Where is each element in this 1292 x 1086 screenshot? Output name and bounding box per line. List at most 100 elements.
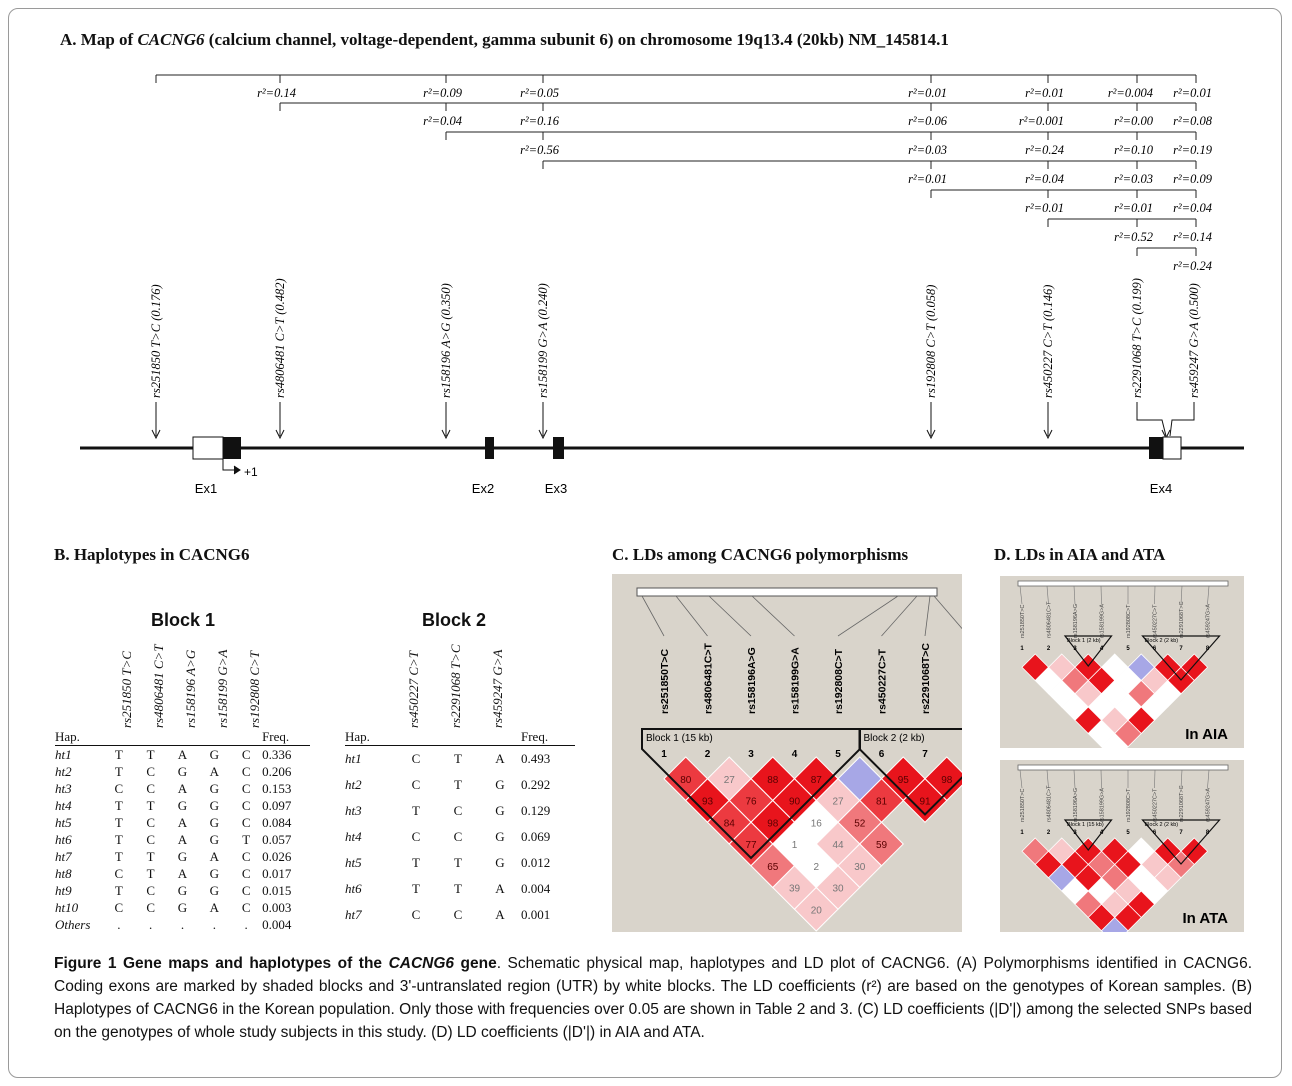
snp-connector xyxy=(1046,769,1049,789)
ld-value: 27 xyxy=(832,797,844,808)
ld-value: 59 xyxy=(876,840,888,851)
snp-position-bar xyxy=(636,587,938,597)
snp-arrowhead xyxy=(151,429,161,440)
ld-value: 16 xyxy=(811,818,823,829)
snp-index: 3 xyxy=(1073,646,1077,652)
exon2-coding xyxy=(485,437,494,459)
r2-value: r²=0.01 xyxy=(1025,86,1064,100)
snp-column-header: rs4806481 C>T xyxy=(151,644,166,728)
block2-label: Block 2 (2 kb) xyxy=(1145,822,1179,828)
r2-value: r²=0.24 xyxy=(1173,259,1212,273)
table-row: Others..... 0.004 xyxy=(55,917,292,932)
ld-value: 30 xyxy=(832,884,844,895)
ld-value: 84 xyxy=(724,818,736,829)
snp-connector xyxy=(708,595,752,637)
table-row: ht5 T C A G C 0.084 xyxy=(55,815,292,830)
snp-column-header: rs450227 C>T xyxy=(406,650,421,728)
snp-index: 6 xyxy=(879,749,885,760)
hap-header: Hap. xyxy=(345,728,395,746)
snp-column-header: rs2291068 T>C xyxy=(448,644,463,728)
exon1-coding xyxy=(223,437,241,459)
block2-label: Block 2 (2 kb) xyxy=(864,733,925,744)
ld-value: 98 xyxy=(941,775,953,786)
table-row: ht1 C T A 0.493 xyxy=(345,751,551,766)
snp-connector xyxy=(1207,769,1210,789)
r2-value: r²=0.00 xyxy=(1114,114,1154,128)
r2-value: r²=0.004 xyxy=(1108,86,1153,100)
r2-value: r²=0.04 xyxy=(1173,201,1212,215)
snp-label: rs4806481C>T xyxy=(1047,785,1053,822)
snp-arrowhead xyxy=(441,429,451,440)
block1-outline xyxy=(641,728,861,860)
table-row: ht10 C C G A C 0.003 xyxy=(55,900,292,915)
r2-value: r²=0.06 xyxy=(908,114,948,128)
snp-label: rs2291068T>C xyxy=(1179,601,1185,638)
snp-label: rs450227C>T xyxy=(877,648,889,714)
snp-index: 6 xyxy=(1153,830,1157,836)
snp-label: rs158199G>A xyxy=(790,647,802,714)
table-row: ht1 T T A G C 0.336 xyxy=(55,747,292,762)
block1-label: Block 1 (15 kb) xyxy=(1067,822,1104,828)
snp-connector xyxy=(1180,769,1183,789)
exon1-utr xyxy=(192,436,224,460)
r2-value: r²=0.03 xyxy=(908,143,947,157)
snp-label: rs158199 G>A (0.240) xyxy=(536,283,550,398)
snp-label: rs251850T>C xyxy=(659,648,671,714)
snp-label: rs158196A>G xyxy=(1073,604,1079,638)
exon-label: Ex3 xyxy=(545,481,567,496)
snp-index: 4 xyxy=(792,749,798,760)
r2-value: r²=0.01 xyxy=(908,172,947,186)
snp-column-header: rs459247 G>A xyxy=(490,649,505,728)
tss-label: +1 xyxy=(244,465,258,479)
ld-value: 90 xyxy=(789,797,801,808)
block1-title: Block 1 xyxy=(151,610,216,630)
panel-d-title: D. LDs in AIA and ATA xyxy=(994,545,1166,564)
snp-index: 6 xyxy=(1153,646,1157,652)
ld-value: 93 xyxy=(702,797,714,808)
r2-value: r²=0.14 xyxy=(1173,230,1212,244)
snp-label: rs4806481C>T xyxy=(703,642,715,714)
block2-outline xyxy=(1141,635,1221,681)
block1-outline xyxy=(1063,819,1113,851)
snp-connector xyxy=(1073,585,1076,605)
snp-index: 5 xyxy=(835,749,841,760)
ld-value: 27 xyxy=(724,775,736,786)
table-row: ht6 T T A 0.004 xyxy=(345,881,551,896)
ld-value: 2 xyxy=(813,862,819,873)
block2-title: Block 2 xyxy=(422,610,487,630)
snp-index: 1 xyxy=(1020,646,1024,652)
r2-value: r²=0.01 xyxy=(1025,201,1064,215)
snp-connector xyxy=(641,595,665,637)
snp-index: 7 xyxy=(1179,646,1183,652)
snp-connector xyxy=(1154,769,1156,789)
snp-label: rs158196A>G xyxy=(746,647,758,714)
snp-label: rs2291068T>C xyxy=(1179,785,1185,822)
snp-label: rs251850 T>C (0.176) xyxy=(149,284,163,398)
snp-label: rs450227 C>T (0.146) xyxy=(1041,285,1055,398)
block1-label: Block 1 (15 kb) xyxy=(646,733,713,744)
exon-label: Ex4 xyxy=(1150,481,1172,496)
snp-label: rs459247G>A xyxy=(1206,604,1212,638)
r2-value: r²=0.05 xyxy=(520,86,559,100)
snp-connector xyxy=(1180,585,1183,605)
table-row: ht2 T C G A C 0.206 xyxy=(55,764,292,779)
r2-value: r²=0.09 xyxy=(423,86,463,100)
snp-index: 5 xyxy=(1126,646,1130,652)
snp-column-header: rs192808 C>T xyxy=(247,650,262,728)
snp-label: rs450227C>T xyxy=(1153,788,1159,822)
snp-label: rs158196 A>G (0.350) xyxy=(439,283,453,398)
r2-value: r²=0.01 xyxy=(908,86,947,100)
ld-value: 20 xyxy=(811,905,823,916)
table-row: ht4 T T G G C 0.097 xyxy=(55,798,292,813)
snp-label: rs192808 C>T (0.058) xyxy=(924,285,938,398)
r2-value: r²=0.001 xyxy=(1019,114,1064,128)
exon-label: Ex2 xyxy=(472,481,494,496)
snp-label: rs459247G>A xyxy=(1206,788,1212,822)
ld-value: 65 xyxy=(767,862,779,873)
snp-arrowhead xyxy=(926,429,936,440)
ld-value: 77 xyxy=(745,840,757,851)
snp-index: 3 xyxy=(748,749,754,760)
ld-value: 91 xyxy=(919,797,931,808)
snp-connector xyxy=(751,595,795,637)
ld-value: 87 xyxy=(811,775,823,786)
